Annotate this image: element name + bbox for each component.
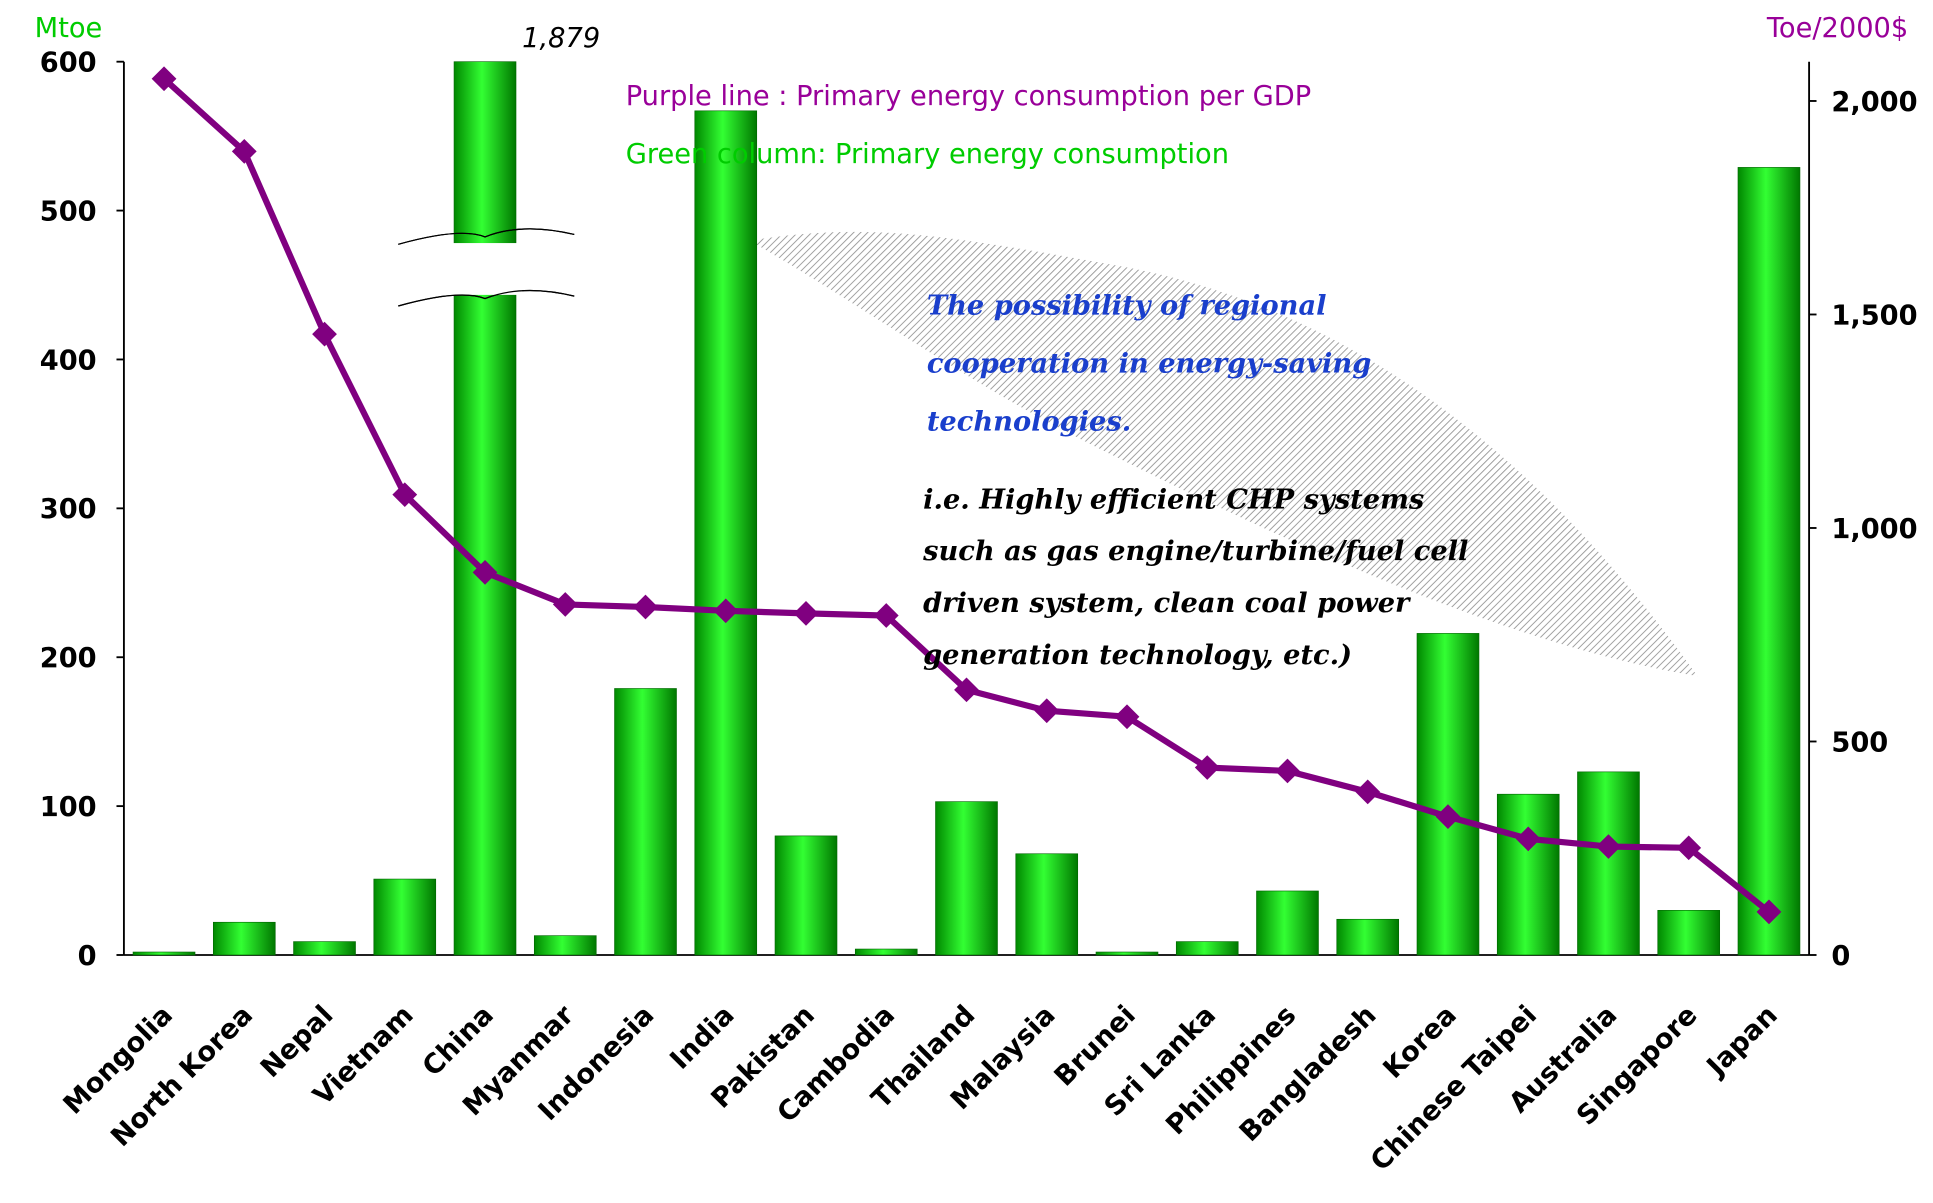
annotation-body: i.e. Highly efficient CHP systems xyxy=(923,483,1424,515)
bar xyxy=(774,835,838,956)
line-marker xyxy=(1435,804,1461,829)
y2-tick-label: 1,000 xyxy=(1831,514,1917,545)
x-tick-label: Bangladesh xyxy=(1234,1000,1383,1148)
line-marker xyxy=(1114,704,1140,730)
annotation-title: The possibility of regional xyxy=(927,290,1327,322)
line-marker xyxy=(1034,698,1060,724)
bar xyxy=(1496,793,1560,956)
y-tick-label: 200 xyxy=(40,643,97,674)
bar xyxy=(212,921,276,956)
bar xyxy=(1336,918,1400,956)
x-tick-label: North Korea xyxy=(105,1000,259,1153)
annotation-title: cooperation in energy-saving xyxy=(927,348,1371,380)
bar xyxy=(533,935,597,956)
bar xyxy=(1737,167,1801,956)
y2-tick-label: 1,500 xyxy=(1831,300,1917,331)
line-marker xyxy=(231,139,257,164)
bar xyxy=(1657,910,1721,956)
y2-axis-label: Toe/2000$ xyxy=(1766,13,1908,44)
bar xyxy=(1015,853,1079,956)
bar xyxy=(293,941,356,956)
y-tick-label: 0 xyxy=(78,941,97,972)
annotation-title: technologies. xyxy=(927,406,1131,438)
bar xyxy=(1256,890,1319,956)
line-marker xyxy=(1194,755,1220,780)
y-tick-label: 100 xyxy=(40,792,97,823)
axis-break-gap xyxy=(447,243,523,295)
line-marker xyxy=(552,592,578,617)
annotation: The possibility of regional cooperation … xyxy=(922,290,1468,671)
y2-tick-label: 500 xyxy=(1831,727,1888,758)
line-marker xyxy=(312,321,337,347)
y-axis-label: Mtoe xyxy=(35,13,103,44)
bar xyxy=(614,688,677,956)
line-marker xyxy=(1515,826,1541,852)
y2-tick-label: 2,000 xyxy=(1831,87,1917,118)
bar xyxy=(373,878,437,956)
line-marker xyxy=(472,560,498,585)
bar xyxy=(935,801,998,956)
bar xyxy=(1095,951,1159,956)
bar xyxy=(453,61,517,956)
x-tick-label: Japan xyxy=(1700,1000,1784,1084)
y-tick-label: 600 xyxy=(40,48,97,79)
legend-text: Green column: Primary energy consumption xyxy=(626,139,1229,170)
line-marker xyxy=(1756,899,1782,925)
line-marker xyxy=(151,66,177,92)
line-marker xyxy=(392,482,418,508)
bar xyxy=(1416,633,1480,956)
bar xyxy=(1175,941,1239,956)
legend-text: Purple line : Primary energy consumption… xyxy=(626,81,1311,112)
bar xyxy=(854,948,918,956)
line-marker xyxy=(1676,835,1702,861)
y-tick-label: 500 xyxy=(40,196,97,227)
value-label: 1,879 xyxy=(522,23,600,54)
y-tick-label: 400 xyxy=(40,345,97,376)
x-tick-label: India xyxy=(664,1000,740,1076)
line-marker xyxy=(1355,779,1381,805)
annotation-body: generation technology, etc.) xyxy=(923,639,1352,671)
line-marker xyxy=(793,601,819,626)
y2-tick-label: 0 xyxy=(1831,941,1850,972)
bar xyxy=(1577,771,1640,956)
arrow-shape xyxy=(749,231,1698,677)
line-marker xyxy=(1596,834,1621,859)
bar xyxy=(694,110,758,956)
axis-break xyxy=(398,228,575,307)
line-marker xyxy=(633,594,658,620)
y-tick-label: 300 xyxy=(40,494,97,525)
bar xyxy=(132,951,196,956)
annotation-body: such as gas engine/turbine/fuel cell xyxy=(922,535,1468,567)
line-marker xyxy=(1275,758,1300,784)
annotation-body: driven system, clean coal power xyxy=(923,587,1411,619)
